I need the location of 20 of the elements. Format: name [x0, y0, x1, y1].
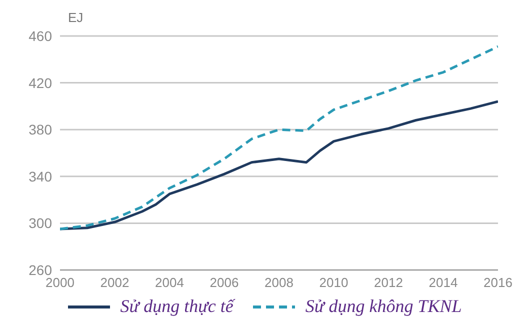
y-axis-title: EJ — [68, 10, 84, 25]
x-tick-label: 2008 — [264, 275, 294, 290]
x-tick-label: 2004 — [155, 275, 184, 290]
x-tick-label: 2016 — [484, 275, 512, 290]
x-tick-label: 2000 — [46, 275, 74, 290]
x-tick-label: 2014 — [428, 275, 458, 290]
y-tick-label: 340 — [28, 168, 52, 184]
x-tick-label: 2006 — [210, 275, 239, 290]
legend-label: Sử dụng không TKNL — [305, 296, 462, 317]
x-tick-label: 2002 — [100, 275, 130, 290]
y-tick-label: 260 — [28, 262, 52, 278]
y-tick-label: 420 — [28, 74, 52, 91]
y-tick-label: 300 — [28, 215, 52, 232]
y-tick-label: 460 — [28, 28, 52, 44]
x-tick-label: 2012 — [374, 275, 403, 290]
line-series — [60, 100, 498, 230]
legend-label: Sử dụng thực tế — [120, 296, 234, 317]
line-series — [60, 45, 498, 230]
x-tick-label: 2010 — [319, 275, 348, 290]
y-tick-label: 380 — [28, 122, 52, 138]
